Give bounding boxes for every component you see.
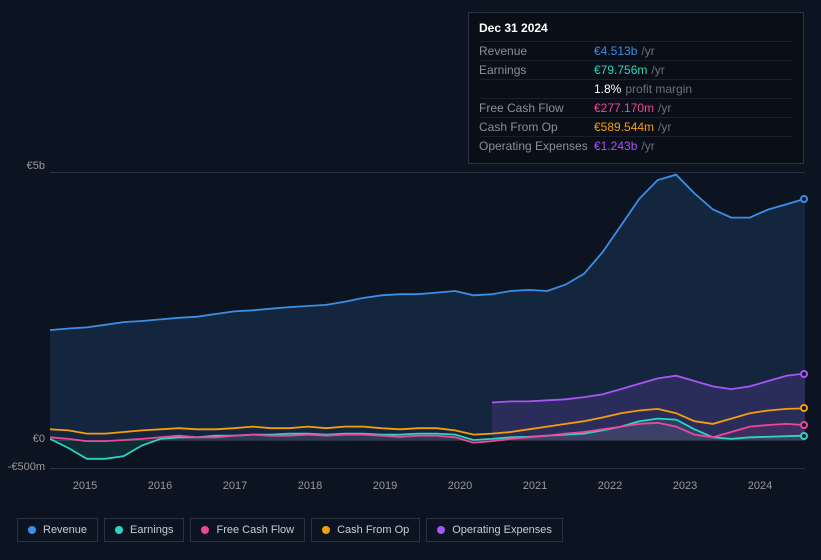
x-label: 2015 [65,480,105,492]
tooltip-row: Free Cash Flow€277.170m/yr [479,98,793,117]
x-label: 2016 [140,480,180,492]
x-label: 2022 [590,480,630,492]
legend-item-free-cash-flow[interactable]: Free Cash Flow [190,518,305,542]
tooltip-row: Operating Expenses€1.243b/yr [479,136,793,155]
legend-item-operating-expenses[interactable]: Operating Expenses [426,518,563,542]
financials-chart[interactable] [50,172,805,472]
legend-item-earnings[interactable]: Earnings [104,518,184,542]
hover-tooltip: Dec 31 2024 Revenue€4.513b/yrEarnings€79… [468,12,804,164]
y-label-neg: -€500m [0,461,45,473]
legend-dot-icon [437,526,445,534]
legend-dot-icon [28,526,36,534]
legend-item-cash-from-op[interactable]: Cash From Op [311,518,420,542]
tooltip-row: Earnings€79.756m/yr [479,60,793,79]
tooltip-row-label [479,82,594,96]
x-label: 2023 [665,480,705,492]
tooltip-row: Revenue€4.513b/yr [479,41,793,60]
legend-label: Operating Expenses [452,524,552,536]
tooltip-row-value: 1.8%profit margin [594,82,692,96]
tooltip-row: Cash From Op€589.544m/yr [479,117,793,136]
tooltip-row: 1.8%profit margin [479,79,793,98]
tooltip-row-value: €589.544m/yr [594,120,671,134]
legend-label: Earnings [130,524,173,536]
tooltip-row-label: Revenue [479,44,594,58]
x-label: 2021 [515,480,555,492]
x-label: 2019 [365,480,405,492]
legend-label: Free Cash Flow [216,524,294,536]
tooltip-row-value: €277.170m/yr [594,101,671,115]
end-marker-cash_from_op [800,404,808,412]
tooltip-row-label: Operating Expenses [479,139,594,153]
legend-dot-icon [115,526,123,534]
legend-item-revenue[interactable]: Revenue [17,518,98,542]
x-label: 2020 [440,480,480,492]
tooltip-row-label: Earnings [479,63,594,77]
tooltip-row-label: Cash From Op [479,120,594,134]
legend-label: Revenue [43,524,87,536]
legend-dot-icon [322,526,330,534]
legend: Revenue Earnings Free Cash Flow Cash From O… [17,518,563,542]
tooltip-row-value: €79.756m/yr [594,63,665,77]
x-label: 2018 [290,480,330,492]
legend-label: Cash From Op [337,524,409,536]
tooltip-row-value: €1.243b/yr [594,139,655,153]
end-marker-earnings [800,432,808,440]
end-marker-revenue [800,195,808,203]
x-label: 2017 [215,480,255,492]
tooltip-date: Dec 31 2024 [479,21,793,35]
tooltip-row-label: Free Cash Flow [479,101,594,115]
end-marker-free_cash_flow [800,421,808,429]
x-label: 2024 [740,480,780,492]
y-label-top: €5b [0,160,45,172]
tooltip-row-value: €4.513b/yr [594,44,655,58]
y-label-zero: €0 [0,433,45,445]
legend-dot-icon [201,526,209,534]
end-marker-operating_expenses [800,370,808,378]
